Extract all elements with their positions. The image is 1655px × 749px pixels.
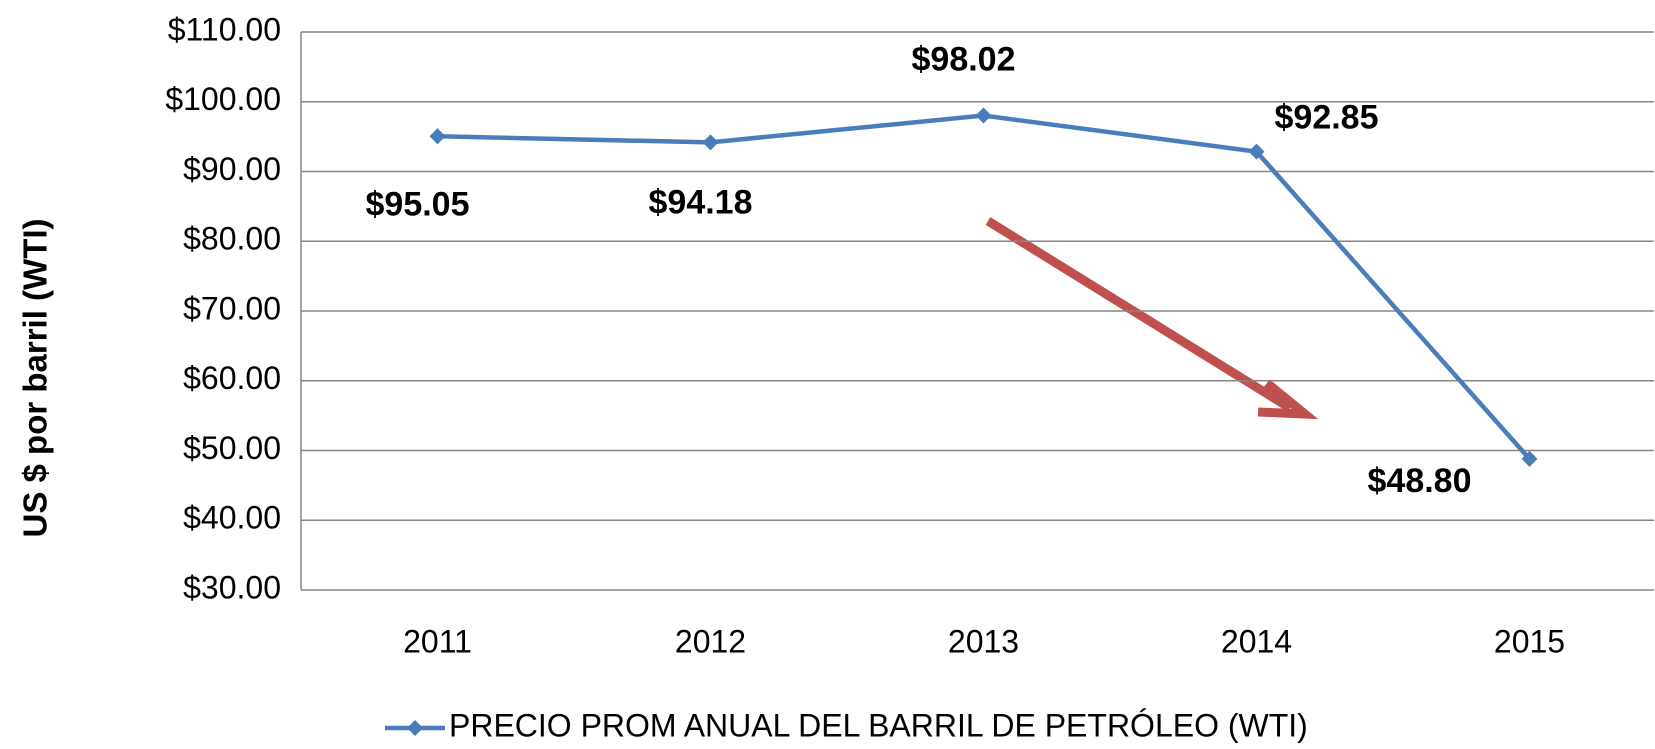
point-marker bbox=[429, 128, 446, 145]
arrow-shaft bbox=[985, 217, 1293, 412]
data-label: $92.85 bbox=[1275, 99, 1379, 137]
trend-arrow bbox=[985, 217, 1319, 420]
x-tick-label: 2015 bbox=[1494, 623, 1565, 659]
x-tick-label: 2011 bbox=[403, 623, 472, 659]
x-tick-label: 2014 bbox=[1221, 623, 1292, 659]
y-tick-label: $70.00 bbox=[183, 290, 281, 326]
y-tick-label: $100.00 bbox=[165, 81, 281, 117]
legend-label: PRECIO PROM ANUAL DEL BARRIL DE PETRÓLEO… bbox=[449, 707, 1308, 743]
y-tick-label: $60.00 bbox=[183, 360, 281, 396]
legend-marker bbox=[407, 720, 423, 736]
point-marker bbox=[702, 134, 719, 151]
x-tick-label: 2013 bbox=[948, 623, 1019, 659]
x-tick-label: 2012 bbox=[675, 623, 746, 659]
point-marker bbox=[1521, 450, 1538, 467]
series-line bbox=[437, 113, 1532, 461]
y-tick-label: $80.00 bbox=[183, 221, 281, 257]
data-label: $48.80 bbox=[1368, 462, 1472, 500]
y-tick-label: $40.00 bbox=[183, 500, 281, 536]
data-label: $94.18 bbox=[649, 183, 753, 221]
y-tick-label: $30.00 bbox=[183, 569, 281, 605]
arrow-head bbox=[1257, 379, 1319, 420]
point-marker bbox=[1248, 143, 1265, 160]
point-marker bbox=[975, 107, 992, 124]
y-tick-label: $90.00 bbox=[183, 151, 281, 187]
y-tick-label: $50.00 bbox=[183, 430, 281, 466]
y-tick-label: $110.00 bbox=[168, 11, 281, 47]
y-axis-label: US $ por barril (WTI) bbox=[17, 218, 54, 537]
data-label: $95.05 bbox=[366, 185, 470, 223]
data-label: $98.02 bbox=[912, 41, 1016, 79]
